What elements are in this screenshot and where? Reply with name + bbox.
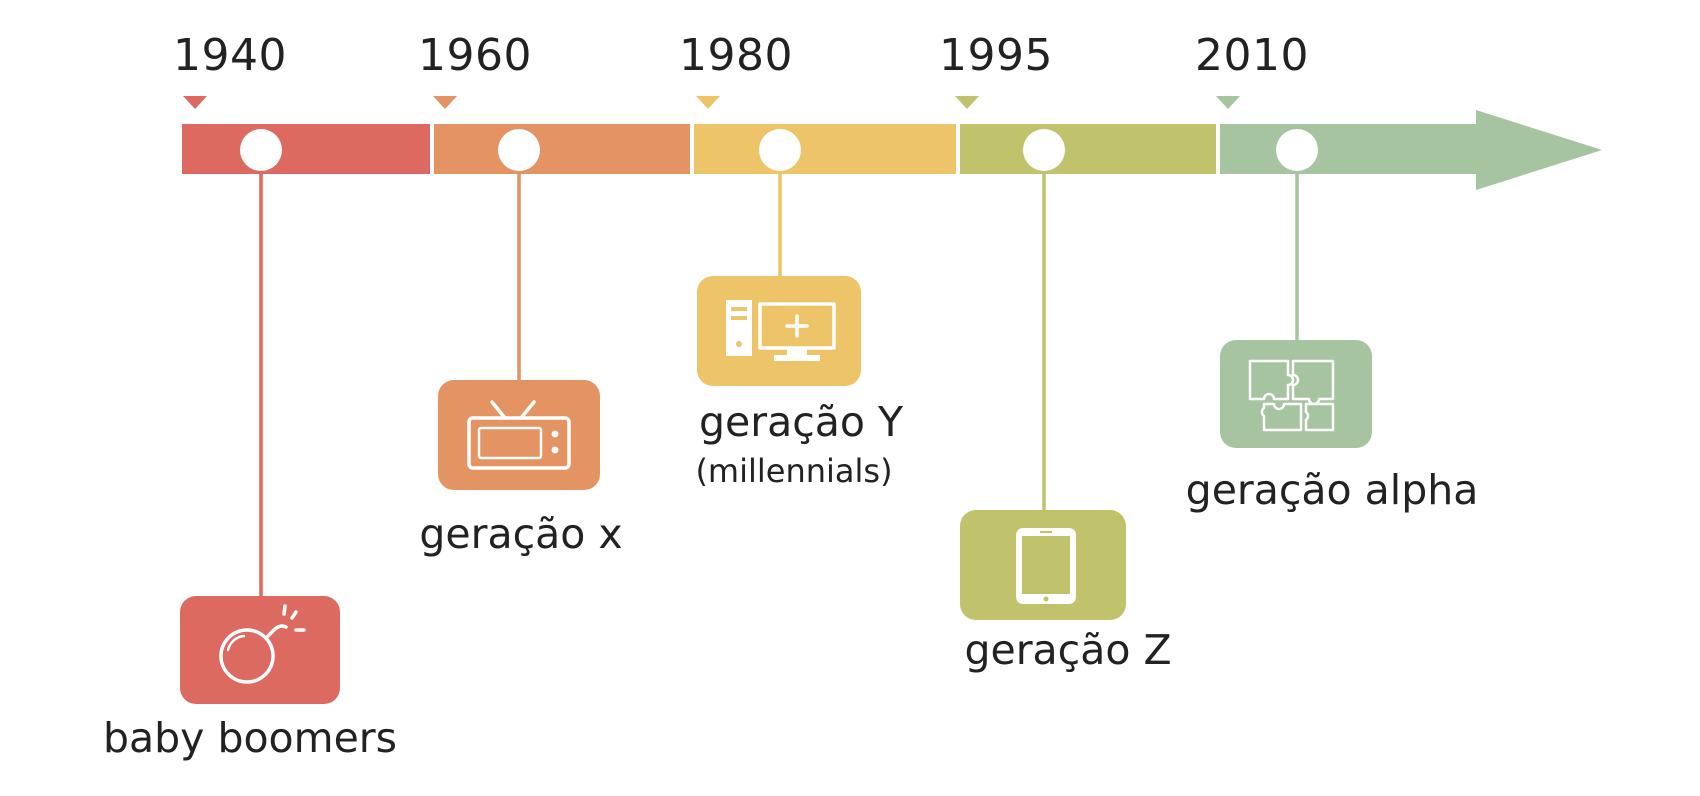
generation-label-geracao-x: geração x (419, 510, 623, 558)
year-label-2010: 2010 (1195, 30, 1309, 81)
tv-icon (467, 400, 571, 470)
year-label-1960: 1960 (418, 30, 532, 81)
generation-label-geracao-z: geração Z (964, 626, 1172, 674)
timeline-segment-geracao-x (434, 124, 690, 174)
timeline-dot-baby-boomers (240, 129, 282, 171)
timeline-dot-geracao-y (759, 129, 801, 171)
icon-tile-geracao-alpha (1220, 340, 1372, 448)
timeline-dot-geracao-x (498, 129, 540, 171)
timeline-segment-geracao-y (694, 124, 956, 174)
generation-label-baby-boomers: baby boomers (102, 714, 398, 762)
generation-label-geracao-alpha: geração alpha (1185, 466, 1479, 514)
generation-sublabel-millennials: (millennials) (695, 452, 893, 490)
year-marker-2010 (1216, 96, 1240, 109)
puzzle-icon (1248, 359, 1335, 432)
year-label-1980: 1980 (679, 30, 793, 81)
icon-tile-geracao-y (697, 276, 861, 386)
timeline-segment-baby-boomers (182, 124, 430, 174)
timeline-arrow-geracao-alpha (1220, 110, 1602, 190)
year-marker-1980 (696, 96, 720, 109)
computer-icon (726, 300, 836, 361)
year-marker-1940 (183, 96, 207, 109)
timeline-dot-geracao-alpha (1276, 129, 1318, 171)
icon-tile-geracao-x (438, 380, 600, 490)
smartphone-icon (1016, 528, 1076, 604)
year-marker-1995 (955, 96, 979, 109)
bomb-icon (219, 604, 306, 684)
year-marker-1960 (433, 96, 457, 109)
timeline-segment-geracao-z (960, 124, 1216, 174)
year-label-1940: 1940 (173, 30, 287, 81)
timeline-dot-geracao-z (1023, 129, 1065, 171)
generation-label-geracao-y: geração Y (698, 398, 904, 446)
year-label-1995: 1995 (939, 30, 1053, 81)
icon-tile-baby-boomers (180, 596, 340, 704)
